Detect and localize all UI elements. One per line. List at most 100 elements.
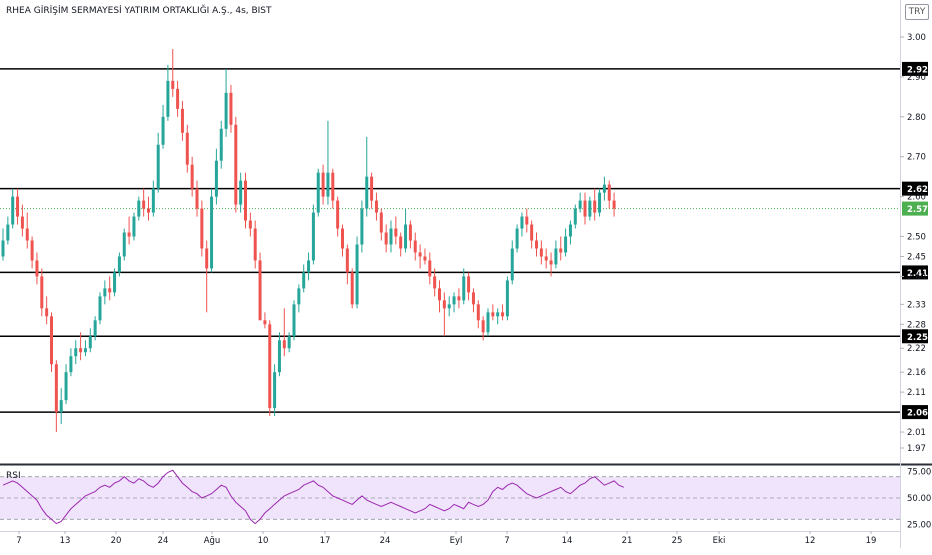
candle-body xyxy=(481,320,485,333)
level-badge xyxy=(902,265,928,280)
candle-body xyxy=(171,80,175,89)
x-tick-label: Eyl xyxy=(450,536,463,546)
candle-body xyxy=(355,244,359,305)
x-tick-label: 17 xyxy=(320,536,331,546)
candle-body xyxy=(539,248,543,257)
x-tick-label: 25 xyxy=(672,536,683,546)
x-tick-label: 14 xyxy=(562,536,573,546)
candle-body xyxy=(263,320,267,325)
candle-body xyxy=(234,124,238,205)
candle-body xyxy=(374,200,378,213)
candle-body xyxy=(273,372,277,409)
x-tick-label: 21 xyxy=(622,536,633,546)
candle-body xyxy=(423,256,427,261)
rsi-layer: 25.00 50.00 75.00 xyxy=(0,467,931,531)
candle-body xyxy=(496,312,500,317)
candle-body xyxy=(16,196,20,217)
candle-body xyxy=(166,80,170,117)
candle-body xyxy=(176,88,180,109)
candle-body xyxy=(593,200,597,213)
candle-body xyxy=(98,296,102,321)
candle-body xyxy=(287,336,291,349)
candle-body xyxy=(74,348,78,357)
candle-body xyxy=(142,200,146,209)
candle-body xyxy=(588,200,592,217)
y-tick-label: 1.97 xyxy=(907,444,926,454)
level-badge xyxy=(902,329,928,344)
rsi-tick-label: 75.00 xyxy=(907,467,931,477)
candle-body xyxy=(307,260,311,273)
candle-body xyxy=(530,224,534,241)
candle-body xyxy=(554,248,558,265)
y-tick-label: 2.40 xyxy=(907,272,926,282)
last-price-badge xyxy=(902,201,928,216)
candle-body xyxy=(103,288,107,297)
candle-body xyxy=(404,224,408,249)
candle-body xyxy=(292,304,296,337)
candle-body xyxy=(248,220,252,229)
rsi-line xyxy=(2,469,624,525)
level-badge-label: 2.62 xyxy=(907,185,928,195)
candle-body xyxy=(244,180,247,221)
candle-body xyxy=(486,312,490,333)
candle-body xyxy=(559,248,563,253)
candle-body xyxy=(54,364,58,413)
candle-body xyxy=(311,212,315,261)
x-tick-label: 7 xyxy=(504,536,509,546)
candle-body xyxy=(598,192,602,213)
candle-body xyxy=(399,236,403,249)
candle-body xyxy=(525,216,529,225)
candle-body xyxy=(147,208,150,213)
y-tick-label: 2.11 xyxy=(907,388,926,398)
y-tick-label: 2.50 xyxy=(907,233,926,243)
y-tick-label: 2.80 xyxy=(907,113,926,123)
candle-body xyxy=(389,228,393,245)
candle-body xyxy=(25,228,29,241)
y-tick-label: 2.70 xyxy=(907,153,926,163)
candle-body xyxy=(35,260,39,277)
candle-body xyxy=(282,340,286,349)
candle-body xyxy=(1,240,5,257)
candle-body xyxy=(350,272,354,305)
y-tick-label: 2.22 xyxy=(907,344,926,354)
candle-body xyxy=(535,240,538,249)
candle-body xyxy=(326,172,330,197)
candle-body xyxy=(180,108,184,133)
candle-body xyxy=(161,116,165,145)
candle-body xyxy=(360,208,364,245)
candle-body xyxy=(50,316,53,365)
x-tick-label: Ağu xyxy=(204,536,221,546)
candle-body xyxy=(438,288,441,301)
candle-body xyxy=(345,248,349,273)
candle-body xyxy=(520,216,524,229)
y-tick-label: 2.45 xyxy=(907,252,926,262)
candle-body xyxy=(219,128,223,161)
candle-body xyxy=(127,232,131,237)
candle-body xyxy=(277,340,281,373)
candle-body xyxy=(108,288,112,293)
level-badge-label: 2.41 xyxy=(907,269,928,279)
rsi-tick-label: 50.00 xyxy=(907,494,931,504)
x-tick-label: 19 xyxy=(866,536,877,546)
candle-body xyxy=(505,280,509,317)
candle-body xyxy=(442,300,446,309)
candle-body xyxy=(467,276,471,293)
x-tick-label: 13 xyxy=(60,536,71,546)
candle-body xyxy=(612,200,616,209)
candle-body xyxy=(45,308,49,317)
candle-body xyxy=(122,232,126,257)
candle-body xyxy=(6,224,10,241)
level-badge-label: 2.92 xyxy=(907,65,928,75)
level-badge-label: 2.25 xyxy=(907,333,928,343)
rsi-tick-label: 25.00 xyxy=(907,521,931,531)
last-price-label: 2.57 xyxy=(907,205,928,215)
candle-body xyxy=(88,336,92,349)
candle-body xyxy=(151,188,155,213)
x-tick-label: 10 xyxy=(258,536,269,546)
candle-body xyxy=(268,324,272,409)
currency-badge[interactable]: TRY xyxy=(905,4,929,20)
candle-body xyxy=(341,228,344,249)
candle-body xyxy=(83,348,87,353)
